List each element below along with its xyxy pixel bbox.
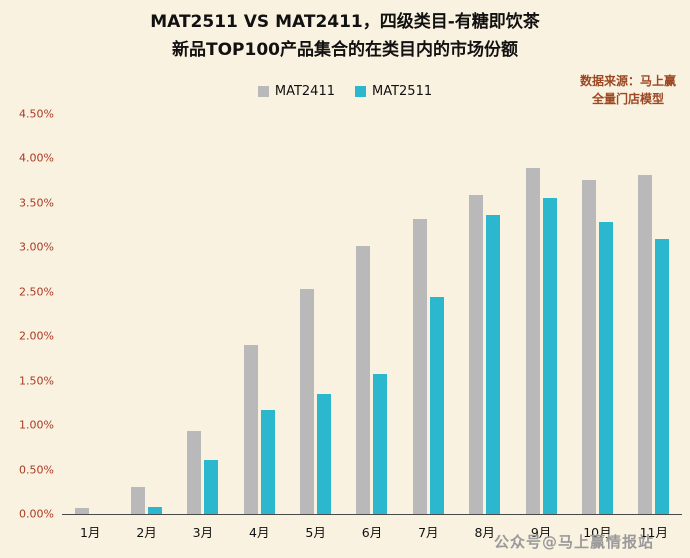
bar-mat2511-2月 bbox=[148, 506, 163, 514]
y-tick-label: 0.50% bbox=[19, 463, 54, 477]
legend-label: MAT2511 bbox=[372, 84, 433, 99]
legend: MAT2411 MAT2511 bbox=[0, 84, 690, 99]
bar-mat2411-9月 bbox=[525, 168, 540, 514]
bar-mat2511-4月 bbox=[260, 410, 275, 514]
x-tick-label: 1月 bbox=[79, 525, 101, 540]
bar-mat2511-7月 bbox=[429, 297, 444, 514]
x-axis-labels: 1月 2月 3月 4月 5月 6月 7月 8月 9月 10月 11月 bbox=[62, 515, 682, 541]
watermark: 公众号@马上赢情报站 bbox=[493, 533, 654, 551]
y-tick-label: 1.50% bbox=[19, 374, 54, 388]
chart-area: 0.00% 0.50% 1.00% 1.50% 2.00% 2.50% 3.00% 3.50%… bbox=[8, 108, 682, 546]
chart-title: MAT2511 VS MAT2411，四级类目-有糖即饮茶 新品TOP100产品… bbox=[0, 8, 690, 64]
bar-group bbox=[118, 114, 174, 514]
x-tick-label: 5月 bbox=[305, 525, 326, 540]
bar-mat2411-11月 bbox=[638, 175, 653, 514]
legend-item-mat2511: MAT2511 bbox=[355, 84, 432, 99]
bar-group bbox=[287, 114, 343, 514]
y-tick-label: 2.50% bbox=[19, 285, 54, 299]
x-tick-label: 11月 bbox=[639, 525, 668, 540]
legend-swatch-icon bbox=[355, 86, 366, 97]
bar-mat2511-8月 bbox=[486, 215, 501, 514]
chart-title-line2: 新品TOP100产品集合的在类目内的市场份额 bbox=[172, 40, 518, 61]
x-tick-label: 8月 bbox=[474, 525, 495, 540]
bar-mat2411-3月 bbox=[187, 431, 202, 514]
bar-mat2411-10月 bbox=[581, 179, 596, 514]
y-tick-label: 3.00% bbox=[19, 240, 54, 254]
y-tick-label: 3.50% bbox=[19, 196, 54, 210]
bar-group bbox=[175, 114, 231, 514]
y-tick-label: 4.50% bbox=[19, 107, 54, 121]
bar-group bbox=[62, 114, 118, 514]
data-source-line1: 数据来源：马上赢 bbox=[579, 74, 676, 88]
bar-mat2511-5月 bbox=[317, 394, 332, 514]
bar-mat2511-9月 bbox=[542, 197, 557, 514]
bar-group bbox=[231, 114, 287, 514]
y-tick-label: 1.00% bbox=[19, 418, 54, 432]
bar-group bbox=[569, 114, 625, 514]
legend-swatch-icon bbox=[257, 86, 269, 97]
bar-mat2411-5月 bbox=[300, 289, 315, 514]
x-tick-label: 4月 bbox=[249, 525, 270, 540]
bar-group bbox=[626, 114, 682, 514]
bar-mat2411-1月 bbox=[74, 507, 89, 514]
bar-mat2411-2月 bbox=[131, 487, 146, 514]
x-tick-label: 3月 bbox=[192, 525, 214, 540]
bar-mat2411-8月 bbox=[469, 194, 484, 514]
data-source-note: 数据来源：马上赢 全量门店模型 bbox=[580, 72, 676, 108]
x-tick-label: 9月 bbox=[530, 525, 552, 540]
bar-mat2411-4月 bbox=[243, 345, 258, 514]
legend-label: MAT2411 bbox=[274, 84, 335, 99]
plot-area bbox=[62, 114, 682, 515]
x-tick-label: 6月 bbox=[361, 525, 383, 540]
bar-mat2411-7月 bbox=[412, 218, 427, 514]
data-source-line2: 全量门店模型 bbox=[591, 92, 664, 106]
bar-group bbox=[457, 114, 513, 514]
x-tick-label: 10月 bbox=[583, 525, 612, 540]
bar-mat2411-6月 bbox=[356, 245, 371, 514]
bar-mat2511-6月 bbox=[373, 374, 388, 514]
bar-group bbox=[400, 114, 456, 514]
bar-mat2511-3月 bbox=[204, 459, 219, 514]
bar-group bbox=[513, 114, 569, 514]
chart-title-line1: MAT2511 VS MAT2411，四级类目-有糖即饮茶 bbox=[150, 12, 540, 32]
y-tick-label: 0.00% bbox=[19, 507, 54, 521]
bar-group bbox=[344, 114, 400, 514]
x-tick-label: 7月 bbox=[418, 525, 439, 540]
x-tick-label: 2月 bbox=[136, 525, 157, 540]
y-tick-label: 2.00% bbox=[19, 329, 54, 343]
legend-item-mat2411: MAT2411 bbox=[257, 84, 335, 99]
bar-mat2511-10月 bbox=[598, 222, 613, 514]
bar-mat2511-11月 bbox=[655, 239, 670, 514]
y-axis: 0.00% 0.50% 1.00% 1.50% 2.00% 2.50% 3.00% 3.50%… bbox=[8, 108, 54, 521]
y-tick-label: 4.00% bbox=[19, 151, 54, 165]
